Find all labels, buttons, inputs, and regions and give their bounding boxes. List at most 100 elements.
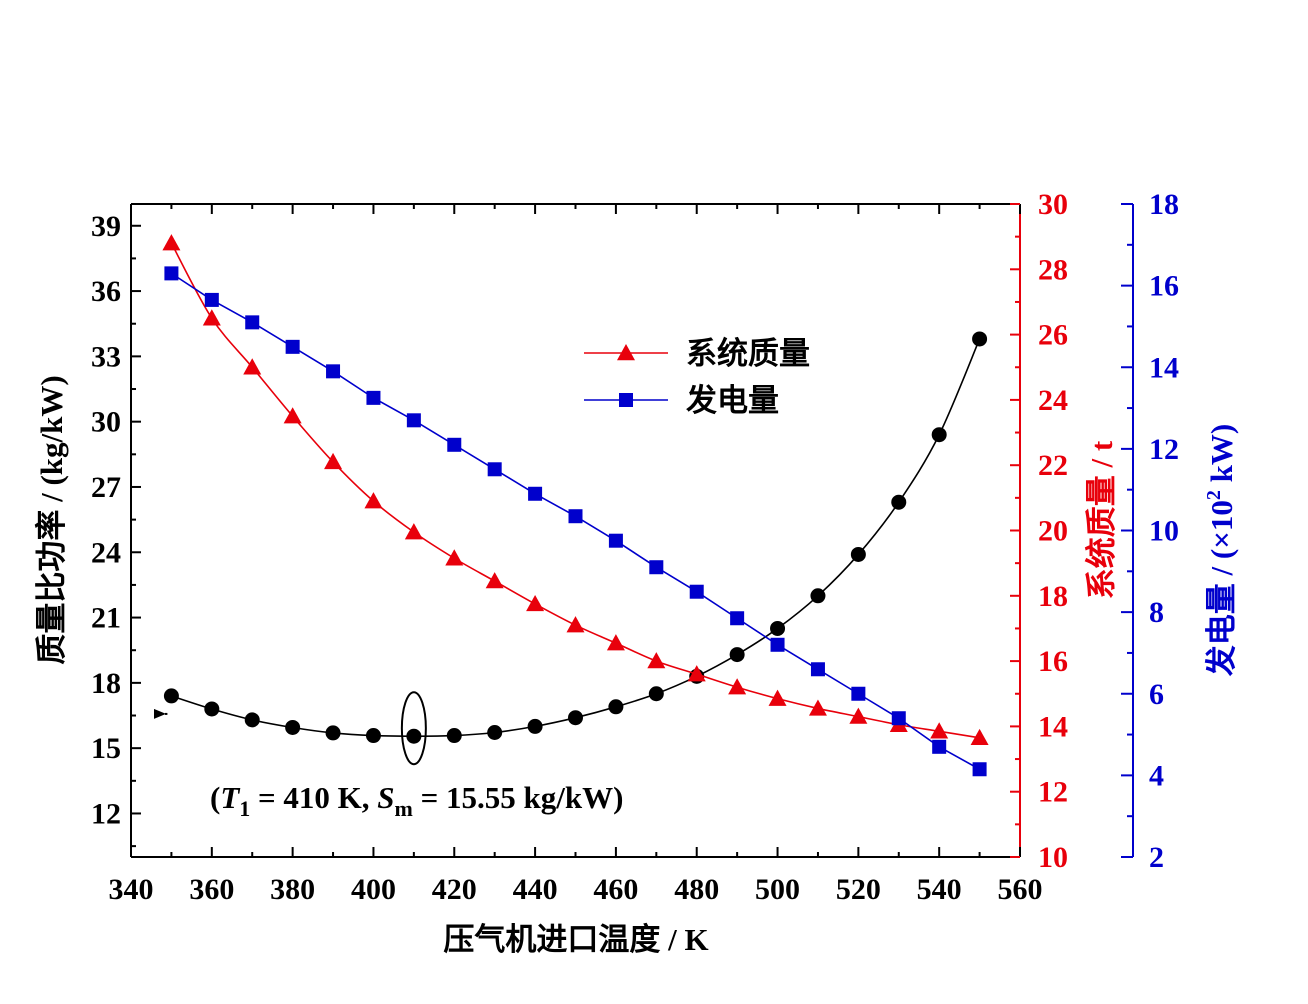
annotation-t-var: T xyxy=(220,780,240,815)
annotation-open: ( xyxy=(210,780,220,815)
series-specific-mass xyxy=(163,331,988,744)
point-system-mass xyxy=(930,722,949,739)
series-power-output xyxy=(164,266,987,777)
right1-tick-label: 28 xyxy=(1038,253,1068,286)
right1-tick-label: 20 xyxy=(1038,515,1068,548)
left-tick-label: 21 xyxy=(91,602,121,635)
x-tick-label: 560 xyxy=(998,873,1043,906)
minimum-annotation: (T1 = 410 K, Sm = 15.55 kg/kW) xyxy=(210,780,623,821)
right-y-axis-system-mass-title: 系统质量 / t xyxy=(1084,440,1119,599)
x-tick-label: 380 xyxy=(270,873,315,906)
point-system-mass xyxy=(283,407,302,424)
point-specific-mass xyxy=(285,719,301,735)
series-layer xyxy=(162,234,989,777)
right1-tick-label: 26 xyxy=(1038,319,1068,352)
annotation-s-end: = 15.55 kg/kW) xyxy=(413,780,624,815)
point-power-output xyxy=(164,266,179,281)
series-line-system-mass xyxy=(170,242,980,739)
point-system-mass xyxy=(364,492,383,509)
point-system-mass xyxy=(768,689,787,706)
x-tick-label: 460 xyxy=(593,873,638,906)
left-tick-label: 30 xyxy=(91,406,121,439)
point-power-output xyxy=(366,390,381,405)
point-power-output xyxy=(972,762,987,777)
annotation-t-sub: 1 xyxy=(239,796,250,821)
legend-item-system-mass: 系统质量 xyxy=(584,336,810,371)
right1-tick-label: 16 xyxy=(1038,645,1068,678)
left-y-axis-title: 质量比功率 / (kg/kW) xyxy=(34,375,69,664)
point-system-mass xyxy=(526,594,545,612)
x-tick-label: 520 xyxy=(836,873,881,906)
x-tick-label: 420 xyxy=(432,873,477,906)
right2-tick-label: 12 xyxy=(1149,433,1179,466)
point-system-mass xyxy=(566,616,585,633)
point-power-output xyxy=(689,584,704,599)
point-power-output xyxy=(528,486,543,501)
point-specific-mass xyxy=(446,728,462,744)
annotation-s-var: S xyxy=(377,780,394,815)
point-system-mass xyxy=(243,358,262,375)
left-tick-label: 15 xyxy=(91,732,121,765)
point-specific-mass xyxy=(325,725,341,741)
point-system-mass xyxy=(445,549,464,566)
left-tick-label: 33 xyxy=(91,340,121,373)
point-system-mass xyxy=(485,572,504,589)
plot-frame xyxy=(130,203,1021,858)
right2-tick-label: 10 xyxy=(1149,515,1179,548)
point-specific-mass xyxy=(527,718,543,734)
annotation-t-mid: = 410 K, xyxy=(250,780,377,815)
right1-tick-label: 30 xyxy=(1038,188,1068,221)
point-power-output xyxy=(568,509,583,524)
x-tick-label: 480 xyxy=(674,873,719,906)
point-power-output xyxy=(932,739,947,754)
point-specific-mass xyxy=(244,712,260,728)
legend-label-power-output: 发电量 xyxy=(685,383,779,418)
x-tick-label: 440 xyxy=(513,873,558,906)
series-line-specific-mass xyxy=(171,338,981,737)
left-y-axis: 12 15 18 21 24 27 30 33 36 39 xyxy=(91,210,141,848)
point-power-output xyxy=(326,364,341,379)
x-axis: 340 360 380 400 420 440 460 480 500 520 540 560 xyxy=(109,204,1043,906)
point-specific-mass xyxy=(891,494,907,510)
point-specific-mass xyxy=(204,701,220,717)
point-specific-mass xyxy=(163,688,179,704)
point-power-output xyxy=(730,611,745,626)
right2-tick-label: 4 xyxy=(1149,759,1164,792)
point-system-mass xyxy=(808,699,827,716)
point-system-mass xyxy=(404,523,423,540)
legend-marker-system-mass xyxy=(617,344,635,361)
point-specific-mass xyxy=(568,710,583,726)
right-y-axis-power: 2 4 6 8 10 12 14 16 18 xyxy=(1121,188,1179,874)
right-y-axis-power-title-sup: 2 xyxy=(1203,490,1225,500)
point-system-mass xyxy=(849,707,868,724)
right-y-axis-power-title-main: 发电量 / (×10 xyxy=(1204,500,1239,677)
point-power-output xyxy=(891,711,906,726)
left-tick-label: 36 xyxy=(91,275,121,308)
point-system-mass xyxy=(324,452,343,470)
left-tick-label: 12 xyxy=(91,797,121,830)
point-power-output xyxy=(810,662,825,677)
point-specific-mass xyxy=(850,546,866,562)
x-tick-label: 400 xyxy=(351,873,396,906)
right1-tick-label: 10 xyxy=(1038,841,1068,874)
point-system-mass xyxy=(970,728,989,746)
left-tick-label: 27 xyxy=(91,471,121,504)
point-specific-mass xyxy=(648,686,664,702)
point-power-output xyxy=(447,437,462,452)
right2-tick-label: 16 xyxy=(1149,270,1179,303)
point-system-mass xyxy=(162,234,181,251)
legend-label-system-mass: 系统质量 xyxy=(686,336,810,371)
point-power-output xyxy=(245,315,260,330)
right1-tick-label: 18 xyxy=(1038,580,1068,613)
right2-tick-label: 14 xyxy=(1149,351,1179,384)
point-specific-mass xyxy=(608,699,624,715)
point-specific-mass xyxy=(931,427,947,443)
legend-marker-power-output xyxy=(619,393,633,407)
point-power-output xyxy=(285,339,300,354)
point-system-mass xyxy=(647,652,666,669)
x-tick-label: 340 xyxy=(109,873,154,906)
right2-tick-label: 2 xyxy=(1149,841,1164,874)
left-tick-label: 24 xyxy=(91,536,121,569)
